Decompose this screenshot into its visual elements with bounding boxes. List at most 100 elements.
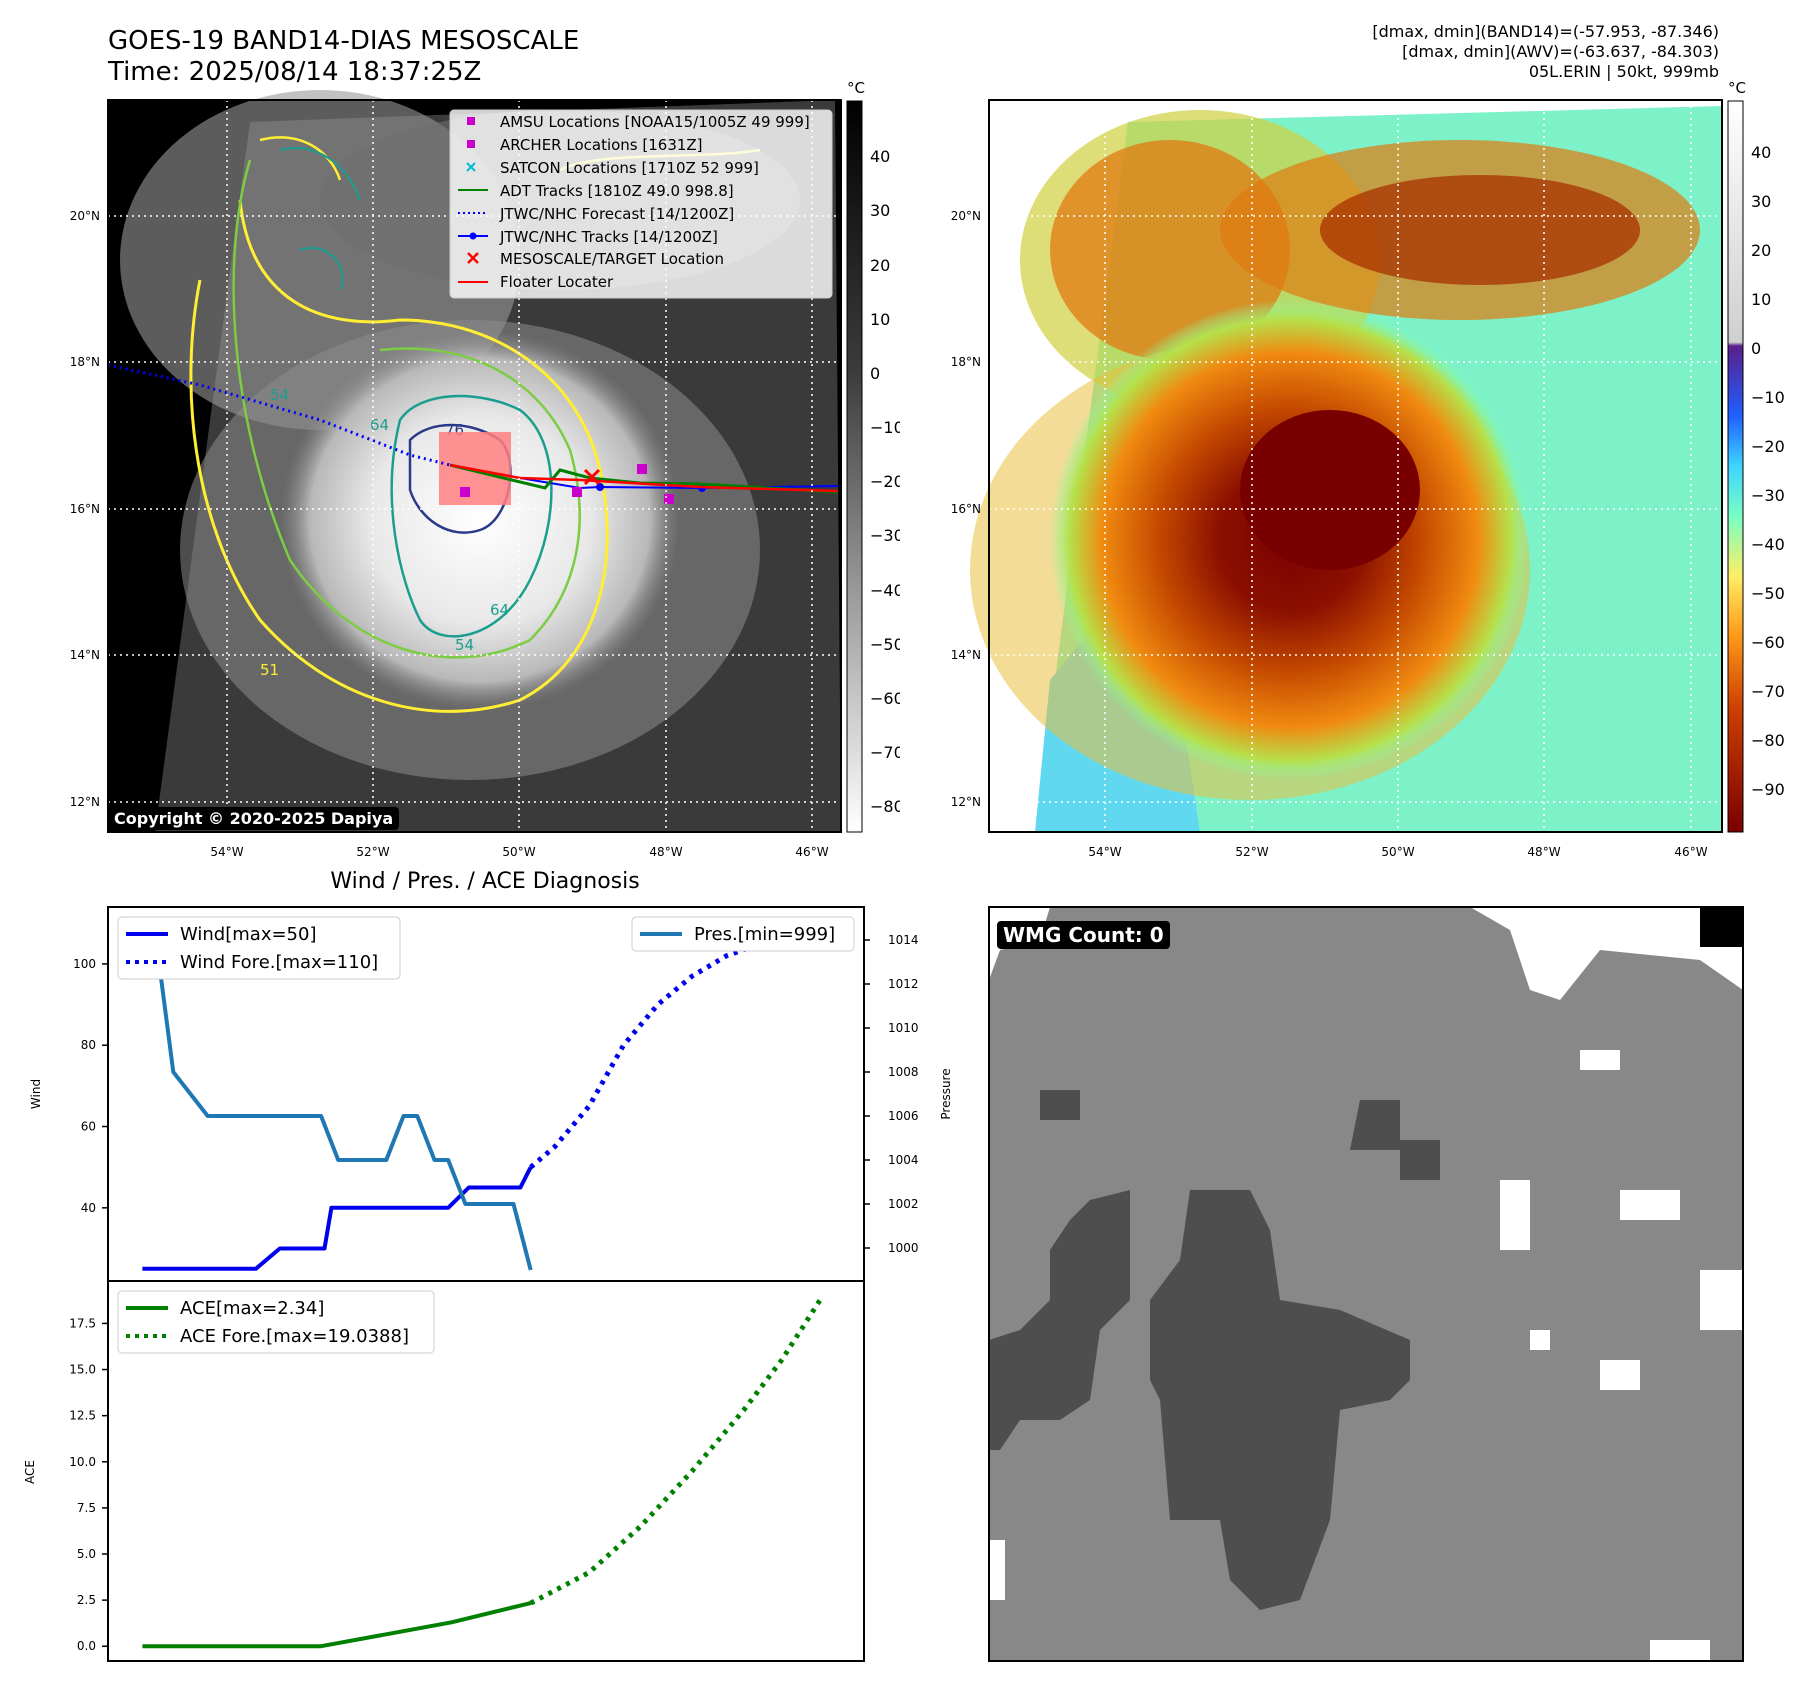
cloud-band-ne-core: [1320, 175, 1640, 285]
y-tick-label: 5.0: [77, 1547, 96, 1561]
y-tick-label: 60: [81, 1120, 96, 1134]
y-tick-label: 40: [81, 1201, 96, 1215]
storm-cdo: [1240, 410, 1420, 570]
pressure-y-ticks: 1000 1002 1004 1006 1008 1010 1012 1014: [864, 933, 919, 1255]
legend-item-ace: ACE[max=2.34]: [180, 1298, 324, 1319]
cbar-tick: −50: [1751, 584, 1785, 603]
series-line-wind: [142, 1166, 533, 1271]
y-tick-label: 17.5: [69, 1316, 96, 1330]
wind-y-ticks: 40 60 80 100: [73, 957, 108, 1215]
cbar-tick: 30: [870, 201, 890, 220]
pressure-ylabel: Pressure: [939, 1068, 953, 1119]
lat-label: 20°N: [951, 209, 981, 223]
wmg-white-patches: [989, 907, 1743, 1661]
storm-core: [280, 330, 680, 710]
map-right-frame: [988, 99, 1723, 833]
cbar-tick: −90: [1751, 780, 1785, 799]
cbar-tick: −10: [870, 418, 900, 437]
y2-tick-label: 1014: [888, 933, 919, 947]
wmg-frame: [988, 906, 1744, 1662]
y2-tick-label: 1012: [888, 977, 919, 991]
target-marker: [583, 468, 601, 486]
cbar-tick: −70: [870, 743, 900, 762]
wmg-count-badge: WMG Count: 0: [997, 921, 1170, 949]
lon-label: 54°W: [210, 845, 243, 859]
contour-teal-north: [279, 147, 361, 291]
wmg-dark-patches: [989, 1090, 1440, 1610]
series-line-wind-fore: [529, 941, 762, 1170]
lon-label: 52°W: [356, 845, 389, 859]
y-tick-label: 12.5: [69, 1409, 96, 1423]
lon-label: 48°W: [649, 845, 682, 859]
cbar-tick: −50: [870, 635, 900, 654]
colorbar-right: [1727, 100, 1744, 833]
map-left-frame: [107, 99, 842, 833]
lat-label: 16°N: [70, 502, 100, 516]
ace-series-group: [142, 1294, 825, 1649]
legend-marker-amsu: [467, 117, 475, 125]
cbar-tick: −20: [870, 472, 900, 491]
cbar-tick: 40: [1751, 143, 1771, 162]
contour-outer-yellow: [189, 199, 609, 713]
lon-label: 50°W: [1381, 845, 1414, 859]
y2-tick-label: 1000: [888, 1241, 919, 1255]
cbar-tick: 40: [870, 147, 890, 166]
lon-label: 54°W: [1088, 845, 1121, 859]
wmg-black-corner: [1700, 907, 1743, 947]
ace-y-ticks: 0.0 2.5 5.0 7.5 10.0 12.5 15.0 17.5: [69, 1316, 108, 1653]
cbar-tick: −40: [1751, 535, 1785, 554]
contour-label-51: 51: [260, 661, 279, 679]
title-line-2: Time: 2025/08/14 18:37:25Z: [108, 57, 482, 87]
legend-item-ace-forecast: ACE Fore.[max=19.0388]: [180, 1326, 409, 1347]
floater-track: [449, 463, 839, 493]
colorbar-right-ticks: 40 30 20 10 0 −10 −20 −30 −40 −50 −60 −7…: [1751, 143, 1785, 799]
legend-marker-target: [467, 252, 479, 264]
legend-marker-satcon: [466, 162, 476, 172]
lat-label: 14°N: [951, 648, 981, 662]
wind-series-group: [142, 938, 762, 1271]
y-tick-label: 0.0: [77, 1639, 96, 1653]
cbar-tick: −80: [870, 797, 900, 816]
info-line-3: 05L.ERIN | 50kt, 999mb: [1528, 62, 1719, 81]
cbar-tick: −40: [870, 581, 900, 600]
lat-label: 18°N: [951, 355, 981, 369]
legend-item-forecast: JTWC/NHC Forecast [14/1200Z]: [499, 205, 734, 223]
contour-teal: [390, 394, 553, 638]
cbar-tick: −60: [1751, 633, 1785, 652]
y2-tick-label: 1008: [888, 1065, 919, 1079]
amsu-marker: [572, 487, 582, 497]
map-left-panel: 76 64 54 64 54 51 AMSU Locations [NOAA15…: [70, 79, 900, 859]
map-right-panel: 20°N 18°N 16°N 14°N 12°N 54°W 52°W 50°W …: [951, 79, 1785, 859]
y2-tick-label: 1010: [888, 1021, 919, 1035]
colorbar-left-unit: °C: [847, 79, 865, 97]
ace-ylabel: ACE: [23, 1460, 37, 1484]
lat-label: 12°N: [70, 795, 100, 809]
legend-marker-jtwc-dot: [469, 232, 477, 240]
cbar-tick: 20: [1751, 241, 1771, 260]
contour-green: [232, 159, 581, 659]
cbar-tick: 0: [1751, 339, 1761, 358]
y-tick-label: 2.5: [77, 1593, 96, 1607]
contour-label-54b: 54: [270, 386, 289, 404]
legend-item-wind: Wind[max=50]: [180, 924, 317, 945]
lat-label: 16°N: [951, 502, 981, 516]
cbar-tick: 0: [870, 364, 880, 383]
storm-info: [dmax, dmin](BAND14)=(-57.953, -87.346) …: [1372, 22, 1719, 82]
lon-label: 50°W: [502, 845, 535, 859]
wind-ylabel: Wind: [29, 1079, 43, 1109]
info-line-1: [dmax, dmin](BAND14)=(-57.953, -87.346): [1372, 22, 1719, 41]
legend-item-floater: Floater Locater: [500, 273, 614, 291]
colorbar-left: [846, 100, 863, 833]
wind-legend: [117, 916, 401, 980]
diagnosis-chart-panel: Wind / Pres. / ACE Diagnosis 40 60 80 100 1…: [23, 869, 953, 1662]
lon-label: 46°W: [1674, 845, 1707, 859]
amsu-marker: [664, 494, 674, 504]
colorbar-left-ticks: 40 30 20 10 0 −10 −20 −30 −40 −50 −60 −7…: [870, 147, 900, 816]
y-tick-label: 10.0: [69, 1455, 96, 1469]
archer-marker: [460, 487, 470, 497]
cbar-tick: −70: [1751, 682, 1785, 701]
y-tick-label: 80: [81, 1038, 96, 1052]
y2-tick-label: 1006: [888, 1109, 919, 1123]
y2-tick-label: 1004: [888, 1153, 919, 1167]
amsu-marker: [637, 464, 647, 474]
